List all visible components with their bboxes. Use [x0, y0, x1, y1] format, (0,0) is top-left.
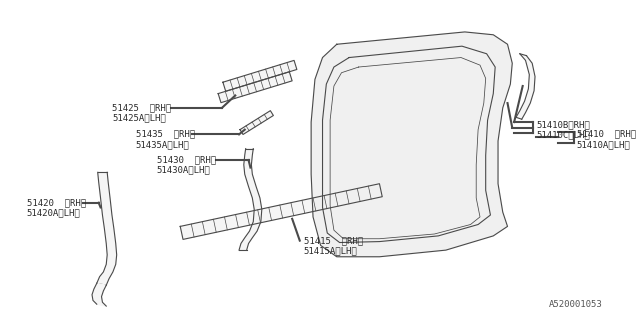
- Polygon shape: [92, 283, 106, 306]
- Text: 51410  〈RH〉: 51410 〈RH〉: [577, 130, 636, 139]
- Polygon shape: [239, 148, 262, 250]
- Text: 51415A〈LH〉: 51415A〈LH〉: [303, 246, 357, 255]
- Text: 51435  〈RH〉: 51435 〈RH〉: [136, 130, 195, 139]
- Text: 51415  〈RH〉: 51415 〈RH〉: [303, 236, 363, 245]
- Polygon shape: [516, 54, 535, 119]
- Text: 51410B〈RH〉: 51410B〈RH〉: [536, 120, 589, 129]
- Polygon shape: [180, 184, 382, 239]
- Polygon shape: [97, 172, 116, 285]
- Polygon shape: [311, 32, 512, 257]
- Text: 51410C〈LH〉: 51410C〈LH〉: [536, 131, 589, 140]
- Text: A520001053: A520001053: [548, 300, 602, 309]
- Polygon shape: [240, 111, 273, 134]
- Text: 51420A〈LH〉: 51420A〈LH〉: [27, 208, 80, 217]
- Text: 51410A〈LH〉: 51410A〈LH〉: [577, 140, 630, 149]
- Polygon shape: [218, 72, 292, 103]
- Text: 51425  〈RH〉: 51425 〈RH〉: [112, 103, 171, 112]
- Text: 51430A〈LH〉: 51430A〈LH〉: [157, 166, 211, 175]
- Polygon shape: [223, 60, 297, 91]
- Text: 51425A〈LH〉: 51425A〈LH〉: [112, 114, 166, 123]
- Text: 51435A〈LH〉: 51435A〈LH〉: [136, 140, 189, 149]
- Text: 51430  〈RH〉: 51430 〈RH〉: [157, 155, 216, 164]
- Text: 51420  〈RH〉: 51420 〈RH〉: [27, 198, 86, 207]
